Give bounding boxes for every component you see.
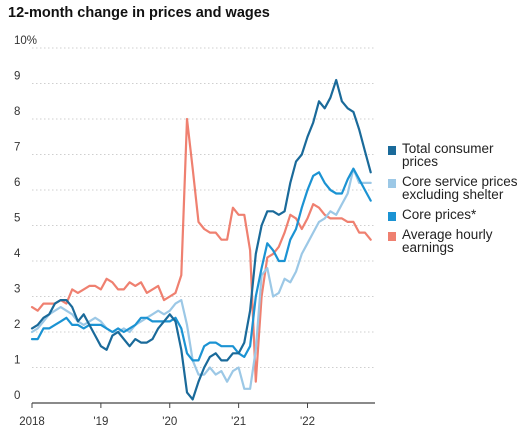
legend-label: Average hourly earnings	[402, 227, 493, 255]
chart-title: 12-month change in prices and wages	[8, 5, 270, 21]
legend-swatch	[388, 179, 396, 188]
legend: Total consumer prices Core service prices…	[388, 142, 528, 261]
legend-item: Total consumer prices	[388, 142, 528, 168]
legend-label: Core service prices excluding shelter	[402, 174, 518, 202]
y-tick-label: 0	[14, 390, 20, 402]
legend-swatch	[388, 232, 396, 241]
x-axis: 2018 '19 '20 '21 '22	[19, 403, 315, 428]
x-tick-label: '21	[231, 416, 246, 428]
x-tick-label: 2018	[19, 416, 45, 428]
y-tick-label: 1	[14, 355, 20, 367]
y-tick-label: 4	[14, 248, 21, 260]
legend-item: Core service prices excluding shelter	[388, 175, 528, 201]
y-tick-label: 9	[14, 71, 20, 83]
gridlines	[32, 47, 375, 404]
y-tick-label: 3	[14, 284, 20, 296]
legend-item: Core prices*	[388, 208, 528, 221]
legend-swatch	[388, 212, 396, 221]
x-tick-label: '20	[162, 416, 177, 428]
series-line-core-prices	[30, 167, 372, 362]
y-tick-label: 6	[14, 177, 20, 189]
x-tick-label: '22	[300, 416, 315, 428]
x-tick-label: '19	[93, 416, 108, 428]
y-axis: 0 1 2 3 4 5 6 7 8 9 10%	[14, 35, 37, 402]
y-tick-label: 7	[14, 142, 20, 154]
series-line-average-hourly-earnings	[30, 117, 372, 383]
series-line-total-consumer-prices	[30, 78, 372, 401]
y-tick-label: 10%	[14, 35, 37, 47]
legend-label: Core prices*	[402, 207, 477, 222]
legend-item: Average hourly earnings	[388, 228, 528, 254]
legend-swatch	[388, 146, 396, 155]
y-tick-label: 8	[14, 106, 20, 118]
series-lines	[30, 78, 372, 401]
legend-label: Total consumer prices	[402, 141, 494, 169]
y-tick-label: 5	[14, 213, 20, 225]
y-tick-label: 2	[14, 319, 20, 331]
